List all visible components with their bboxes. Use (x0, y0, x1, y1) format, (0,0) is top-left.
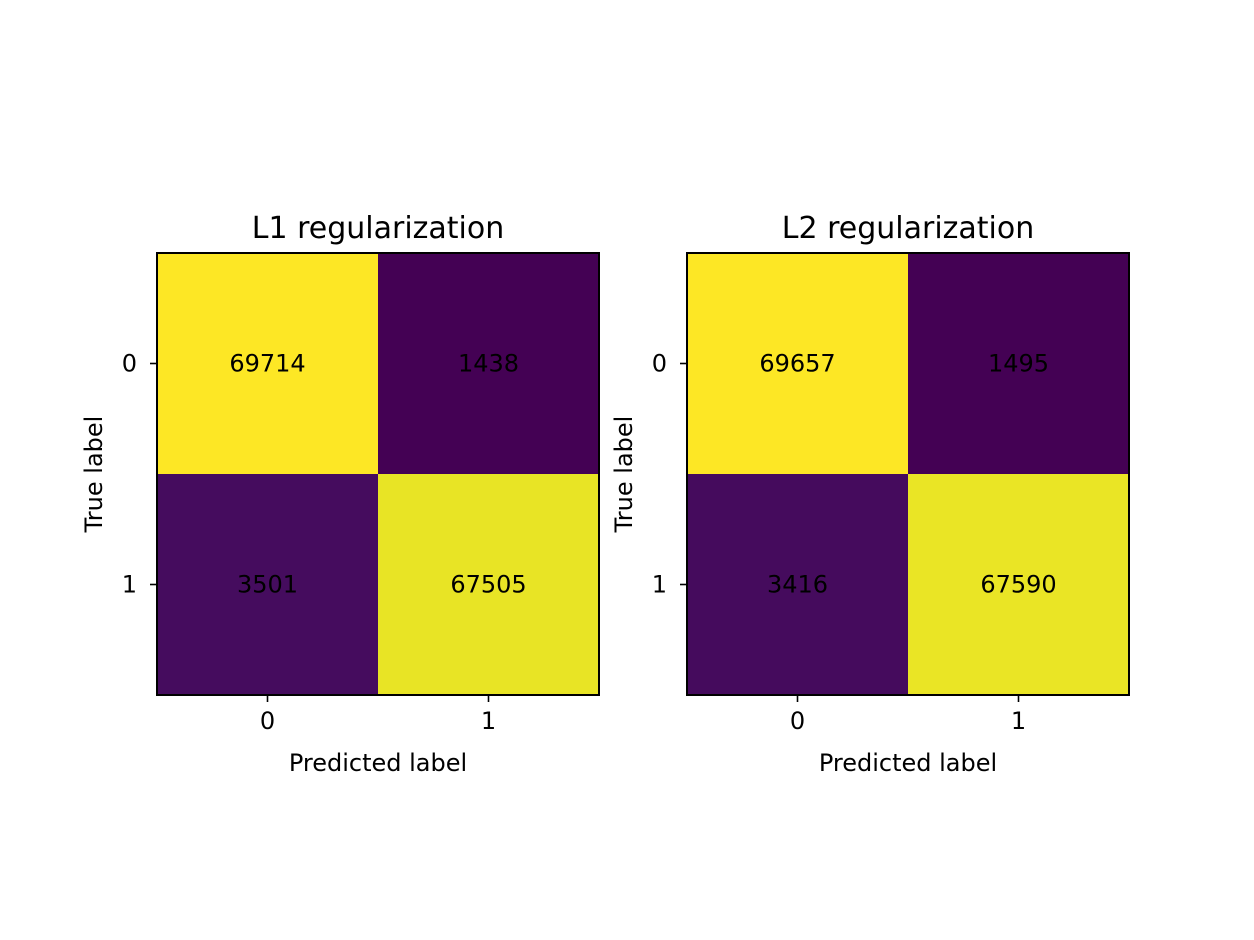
cell-value-label: 1495 (988, 350, 1049, 378)
y-tick-label: 1 (122, 571, 137, 599)
y-axis-label: True label (610, 416, 638, 534)
y-axis-label: True label (80, 416, 108, 534)
heatmap-cell (687, 253, 909, 475)
axes-frame (156, 252, 600, 696)
heatmap-cell (378, 253, 600, 475)
panel-title: L2 regularization (782, 211, 1035, 246)
x-tick-label: 0 (260, 707, 275, 735)
cell-value-label: 69714 (229, 350, 305, 378)
x-tick-label: 0 (790, 707, 805, 735)
heatmap-cell (687, 474, 909, 696)
axes-frame (686, 252, 1130, 696)
panel-title: L1 regularization (252, 211, 505, 246)
confusion-matrix-l2: L2 regularization 69657 1495 3416 67590 0 1 0… (610, 211, 1130, 777)
x-axis-label: Predicted label (819, 749, 997, 777)
heatmap-cell (157, 474, 379, 696)
heatmap-cell (378, 474, 600, 696)
x-tick-label: 1 (1011, 707, 1026, 735)
cell-value-label: 1438 (458, 350, 519, 378)
cell-value-label: 69657 (759, 350, 835, 378)
x-axis-label: Predicted label (289, 749, 467, 777)
cell-value-label: 67590 (980, 571, 1056, 599)
y-tick-label: 1 (652, 571, 667, 599)
cell-value-label: 3501 (237, 571, 298, 599)
y-tick-label: 0 (652, 350, 667, 378)
heatmap-cell (908, 474, 1130, 696)
confusion-matrix-l1: L1 regularization 69714 1438 3501 67505 0 1 0… (80, 211, 600, 777)
heatmap-cell (157, 253, 379, 475)
cell-value-label: 67505 (450, 571, 526, 599)
y-tick-label: 0 (122, 350, 137, 378)
heatmap-cell (908, 253, 1130, 475)
x-tick-label: 1 (481, 707, 496, 735)
cell-value-label: 3416 (767, 571, 828, 599)
